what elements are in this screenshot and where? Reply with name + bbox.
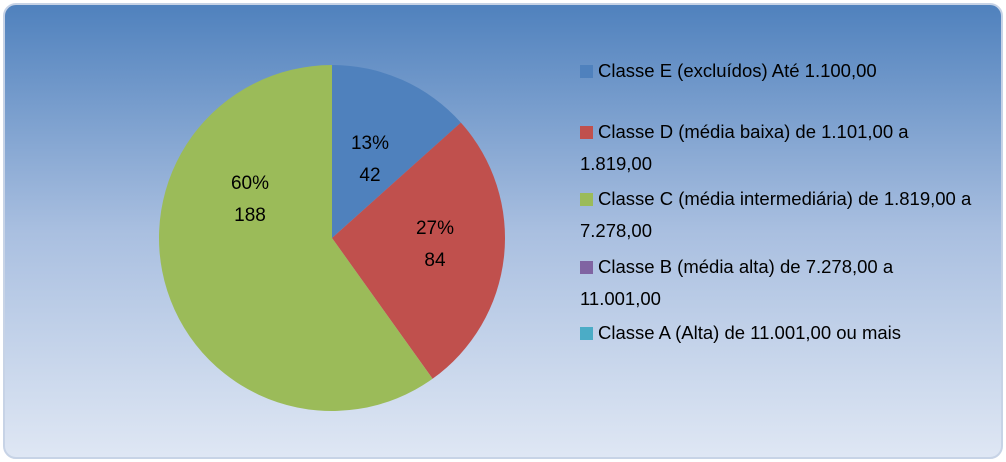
- legend-swatch: [580, 193, 593, 206]
- legend-swatch: [580, 261, 593, 274]
- legend-item: Classe D (média baixa) de 1.101,00 a 1.8…: [580, 116, 972, 180]
- percent-label: 13%: [351, 133, 389, 154]
- value-label: 188: [234, 205, 266, 226]
- value-label: 42: [359, 165, 380, 186]
- legend-label: Classe E (excluídos) Até 1.100,00: [598, 60, 877, 81]
- pie-slice: [332, 122, 505, 379]
- legend-item: Classe B (média alta) de 7.278,00 a 11.0…: [580, 251, 972, 315]
- legend-label: Classe C (média intermediária) de 1.819,…: [580, 188, 972, 241]
- percent-label: 60%: [231, 173, 269, 194]
- legend-item: Classe A (Alta) de 11.001,00 ou mais: [580, 317, 972, 349]
- legend-swatch: [580, 126, 593, 139]
- legend-item: Classe C (média intermediária) de 1.819,…: [580, 183, 972, 247]
- legend-label: Classe B (média alta) de 7.278,00 a 11.0…: [580, 256, 894, 309]
- legend-label: Classe D (média baixa) de 1.101,00 a 1.8…: [580, 121, 909, 174]
- legend-label: Classe A (Alta) de 11.001,00 ou mais: [598, 322, 902, 343]
- pie-slice: [332, 65, 461, 238]
- pie-slice: [158, 65, 433, 411]
- legend-swatch: [580, 65, 593, 78]
- legend-swatch: [580, 327, 593, 340]
- percent-label: 27%: [416, 218, 454, 239]
- legend-item: Classe E (excluídos) Até 1.100,00: [580, 55, 972, 87]
- value-label: 84: [424, 250, 446, 271]
